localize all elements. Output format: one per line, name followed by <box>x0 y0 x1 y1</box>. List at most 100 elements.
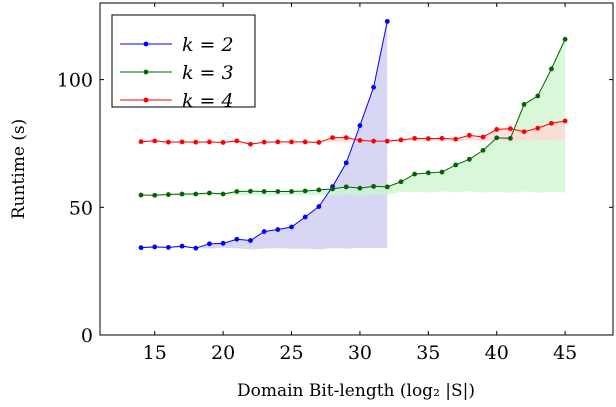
x-tick-label: 45 <box>553 342 577 364</box>
series-4-point <box>220 140 226 145</box>
series-3-point <box>302 188 308 194</box>
x-tick-label: 15 <box>143 342 167 364</box>
series-3-band <box>141 39 566 197</box>
series-points <box>138 18 568 251</box>
series-2-point <box>275 227 281 232</box>
series-4-point <box>234 138 240 144</box>
series-3-point <box>425 170 431 176</box>
series-2-point <box>234 236 240 242</box>
series-4-point <box>330 135 335 140</box>
x-tick-label: 40 <box>485 342 509 364</box>
series-2-point <box>261 229 267 234</box>
series-4-point <box>521 129 527 135</box>
series-2-point <box>179 243 185 249</box>
series-2-point <box>207 241 212 247</box>
series-3-point <box>248 188 253 194</box>
legend-swatch-marker <box>143 41 149 47</box>
legend-swatch-marker <box>143 69 149 75</box>
series-3-point <box>261 189 267 194</box>
series-3-point <box>207 190 212 196</box>
series-3-point <box>138 192 144 198</box>
series-4-point <box>480 134 486 140</box>
series-3-point <box>466 156 472 162</box>
plot-frame <box>99 2 614 336</box>
series-3-point <box>535 93 541 99</box>
series-3-point <box>357 185 363 191</box>
x-tick-label: 30 <box>348 342 372 364</box>
series-4-point <box>152 138 158 144</box>
series-2-point <box>302 214 308 220</box>
series-4-point <box>193 139 199 145</box>
series-4-point <box>261 139 267 145</box>
series-3-point <box>384 184 390 190</box>
series-2-point <box>343 160 349 166</box>
series-2-band <box>141 21 388 250</box>
axis-tick-labels: 15 20 25 30 35 40 45 0 50 100 <box>57 70 577 364</box>
legend-label: k = 2 <box>182 34 234 56</box>
series-3-point <box>343 184 349 190</box>
series-3-point <box>316 187 322 193</box>
series-4-point <box>357 137 363 143</box>
series-4-point <box>466 132 472 138</box>
series-4-point <box>508 126 513 132</box>
series-3-point <box>275 189 281 194</box>
series-4-point <box>535 125 541 131</box>
series-3-point <box>234 189 240 194</box>
series-2-point <box>248 238 253 243</box>
legend-label: k = 3 <box>182 62 234 84</box>
series-3-point <box>330 186 335 192</box>
series-4-point <box>562 118 568 124</box>
series-3-point <box>152 192 158 198</box>
series-3-point <box>220 191 226 197</box>
series-2-point <box>384 18 390 24</box>
series-4-point <box>439 135 445 141</box>
legend-box <box>111 14 256 108</box>
series-4-point <box>494 127 500 132</box>
y-tick-label: 50 <box>69 197 93 219</box>
y-tick-label: 100 <box>57 70 93 92</box>
series-3-point <box>480 147 486 153</box>
legend: k = 2 k = 3 k = 4 <box>111 14 256 112</box>
series-2-point <box>316 204 322 209</box>
series-2-point <box>289 224 294 230</box>
series-4-point <box>179 139 185 145</box>
series-3-point <box>371 183 376 189</box>
axis-ticks <box>100 3 613 336</box>
x-tick-label: 35 <box>416 342 440 364</box>
series-3-point <box>453 162 459 168</box>
series-3-point <box>521 101 527 107</box>
series-4-point <box>289 139 294 145</box>
series-3-point <box>562 36 568 42</box>
series-2-point <box>166 245 171 250</box>
series-2-point <box>152 244 158 250</box>
x-tick-label: 20 <box>211 342 235 364</box>
series-3-point <box>289 189 294 194</box>
x-axis-title: Domain Bit-length (log₂ |S|) <box>237 381 475 401</box>
series-4-point <box>207 139 212 145</box>
legend-label: k = 4 <box>182 90 234 112</box>
series-2-point <box>371 84 376 90</box>
series-3-point <box>494 135 500 141</box>
series-4-point <box>425 136 431 142</box>
series-4-point <box>275 139 281 145</box>
series-2-point <box>193 245 199 251</box>
series-4-point <box>412 135 418 141</box>
series-3-point <box>508 135 513 141</box>
series-3-point <box>439 169 445 175</box>
series-2-point <box>138 245 144 251</box>
series-3-point <box>412 171 418 177</box>
series-2-point <box>357 123 363 128</box>
series-4-point <box>371 138 376 144</box>
x-tick-label: 25 <box>279 342 303 364</box>
series-4-point <box>343 135 349 140</box>
series-4-point <box>166 139 171 145</box>
series-4-point <box>398 137 404 143</box>
series-3-point <box>193 191 199 197</box>
y-axis-title: Runtime (s) <box>9 119 29 220</box>
series-4-point <box>302 139 308 145</box>
series-4-point <box>384 138 390 144</box>
series-4-point <box>138 139 144 145</box>
series-3-point <box>549 66 554 72</box>
series-2-point <box>220 240 226 246</box>
